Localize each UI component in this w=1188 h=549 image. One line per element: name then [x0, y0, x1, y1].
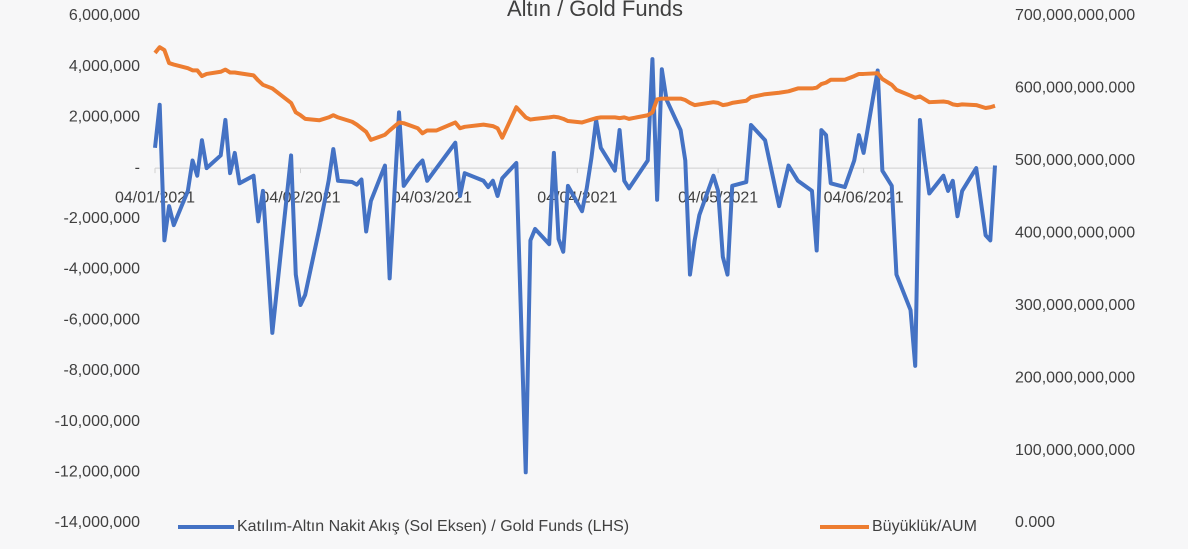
- legend-label: Katılım-Altın Nakit Akış (Sol Eksen) / G…: [237, 518, 629, 535]
- y2-tick-label: 700,000,000,000: [1015, 7, 1135, 24]
- y2-tick-label: 400,000,000,000: [1015, 225, 1135, 242]
- series-line: [153, 57, 997, 475]
- x-tick-label: 04/01/2021: [115, 189, 195, 206]
- y-tick-label: -4,000,000: [63, 261, 140, 278]
- y-tick-label: -6,000,000: [63, 311, 140, 328]
- y-tick-label: -14,000,000: [55, 514, 141, 531]
- y2-tick-label: 500,000,000,000: [1015, 152, 1135, 169]
- y-tick-label: -2,000,000: [63, 210, 140, 227]
- y-tick-label: -10,000,000: [55, 413, 141, 430]
- y2-tick-label: 300,000,000,000: [1015, 297, 1135, 314]
- y-tick-label: 6,000,000: [69, 7, 140, 24]
- legend-label: Büyüklük/AUM: [872, 518, 977, 535]
- y-tick-label: -12,000,000: [55, 464, 141, 481]
- chart-title: Altın / Gold Funds: [507, 0, 683, 21]
- y2-tick-label: 100,000,000,000: [1015, 442, 1135, 459]
- x-tick-label: 04/06/2021: [824, 189, 904, 206]
- y-tick-label: -8,000,000: [63, 362, 140, 379]
- y2-tick-label: 200,000,000,000: [1015, 369, 1135, 386]
- y2-tick-label: 0.000: [1015, 514, 1055, 531]
- series-line: [153, 45, 996, 142]
- y-tick-label: 4,000,000: [69, 58, 140, 75]
- x-tick-label: 04/02/2021: [260, 189, 340, 206]
- y2-tick-label: 600,000,000.000: [1015, 80, 1135, 97]
- y-tick-label: 2,000,000: [69, 109, 140, 126]
- y-tick-label: -: [135, 159, 140, 176]
- x-tick-label: 04/03/2021: [392, 189, 472, 206]
